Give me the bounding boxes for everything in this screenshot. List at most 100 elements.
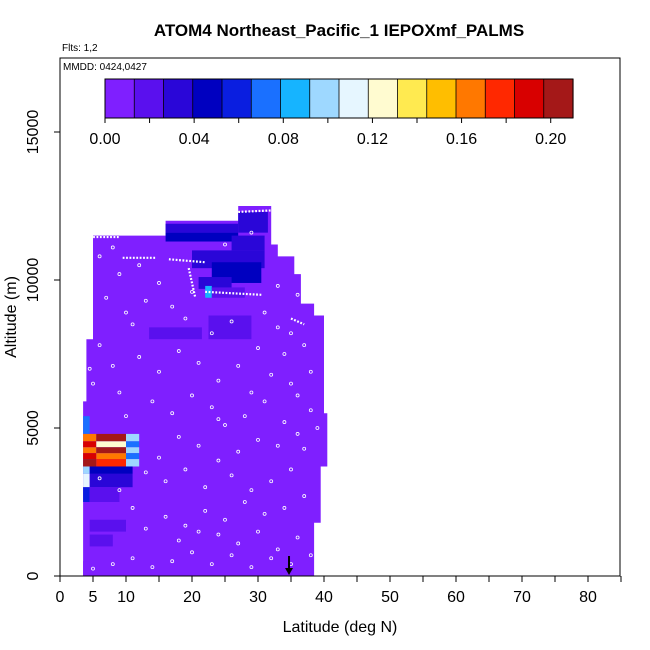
sample-point [91, 566, 95, 571]
sample-point [196, 360, 201, 365]
heatmap-cell [96, 459, 126, 467]
colorbar-tick-label: 0.16 [446, 131, 477, 148]
flight-track [168, 258, 206, 264]
colorbar-segment [309, 79, 340, 118]
sample-point [289, 381, 293, 386]
colorbar-tick-label: 0.00 [89, 131, 120, 148]
sample-point [249, 230, 254, 235]
sample-point [289, 331, 293, 336]
heatmap-cell [83, 453, 97, 460]
sample-point [150, 565, 155, 570]
sample-point [262, 399, 267, 404]
sample-point [229, 473, 234, 478]
sample-point [97, 254, 102, 259]
sample-point [242, 414, 247, 419]
sample-point [130, 506, 135, 510]
y-axis-label: Altitude (m) [3, 276, 20, 358]
heatmap-cell [231, 235, 265, 251]
x-tick-label: 5 [89, 589, 98, 606]
sample-point [170, 411, 175, 416]
sample-point [117, 488, 122, 493]
heatmap-cell [83, 416, 90, 434]
sample-point [97, 476, 102, 481]
sample-point [216, 532, 221, 537]
x-tick-label: 50 [381, 589, 399, 606]
flight-track [238, 209, 272, 214]
heatmap-cell [149, 327, 202, 340]
heatmap-cell [165, 223, 239, 233]
sample-point [236, 449, 241, 454]
x-tick-label: 80 [579, 589, 597, 606]
sample-point [110, 363, 115, 368]
colorbar-segment [485, 79, 516, 118]
sample-point [97, 343, 102, 348]
heatmap-cell [89, 466, 133, 474]
colorbar-segment [397, 79, 428, 118]
heatmap-cell [83, 473, 90, 488]
sample-point [157, 369, 161, 374]
sample-point [289, 467, 293, 472]
x-axis: 0 5 10 20 30 40 50 60 70 80 [56, 576, 622, 606]
sample-point [163, 514, 168, 519]
sample-point [308, 369, 313, 374]
heatmap-cell [205, 285, 212, 298]
y-tick-label: 0 [25, 571, 42, 580]
colorbar-segment [543, 79, 574, 118]
sample-point [170, 559, 175, 564]
sample-point [183, 467, 188, 472]
sample-point [110, 245, 115, 250]
colorbar-tick-label: 0.04 [179, 131, 210, 148]
sample-point [190, 393, 194, 398]
sample-point [104, 295, 109, 300]
sample-point [275, 325, 280, 330]
sample-point [203, 508, 208, 513]
sample-point [87, 366, 92, 371]
chart-title: ATOM4 Northeast_Pacific_1 IEPOXmf_PALMS [154, 21, 524, 40]
x-tick-label: 10 [117, 589, 135, 606]
sample-point [315, 426, 320, 430]
sample-point [269, 372, 274, 377]
sample-point [110, 562, 115, 567]
heatmap-cell [126, 447, 140, 454]
heatmap-cell [198, 277, 232, 289]
sample-point [249, 390, 254, 395]
sample-point [130, 322, 135, 327]
colorbar-tick-label: 0.20 [535, 131, 566, 148]
sample-point [275, 547, 280, 552]
sample-point [176, 538, 181, 543]
y-tick-label: 5000 [25, 410, 42, 446]
heatmap-cell [83, 441, 97, 448]
heatmap-cell [126, 433, 140, 442]
colorbar-segment [280, 79, 311, 118]
x-axis-label: Latitude (deg N) [283, 619, 398, 636]
colorbar-segment [514, 79, 545, 118]
sample-point [282, 506, 287, 510]
sample-point [269, 556, 274, 561]
colorbar: 0.00 0.04 0.08 0.12 0.16 0.20 [89, 78, 574, 148]
sample-point [216, 378, 221, 383]
colorbar-segment [251, 79, 282, 118]
colorbar-tick-label: 0.08 [268, 131, 299, 148]
sample-point [262, 511, 267, 516]
heatmap-cell [96, 447, 126, 454]
sample-point [256, 529, 260, 534]
colorbar-segment [105, 79, 135, 118]
sample-point [295, 535, 300, 540]
sample-point [216, 458, 221, 463]
sample-point [117, 390, 122, 395]
colorbar-frame [104, 78, 574, 119]
flight-track [187, 267, 197, 298]
sample-point [137, 355, 142, 359]
heatmap-cell [89, 519, 126, 532]
sample-point [143, 526, 148, 531]
heatmap-cell [238, 211, 268, 233]
sample-point [256, 346, 260, 350]
heatmap-cell [83, 487, 90, 502]
sample-point [124, 414, 128, 419]
sample-point [249, 565, 254, 570]
sample-point [275, 443, 280, 448]
sample-point [249, 488, 254, 493]
sample-point [295, 432, 300, 436]
colorbar-segment [426, 79, 457, 118]
